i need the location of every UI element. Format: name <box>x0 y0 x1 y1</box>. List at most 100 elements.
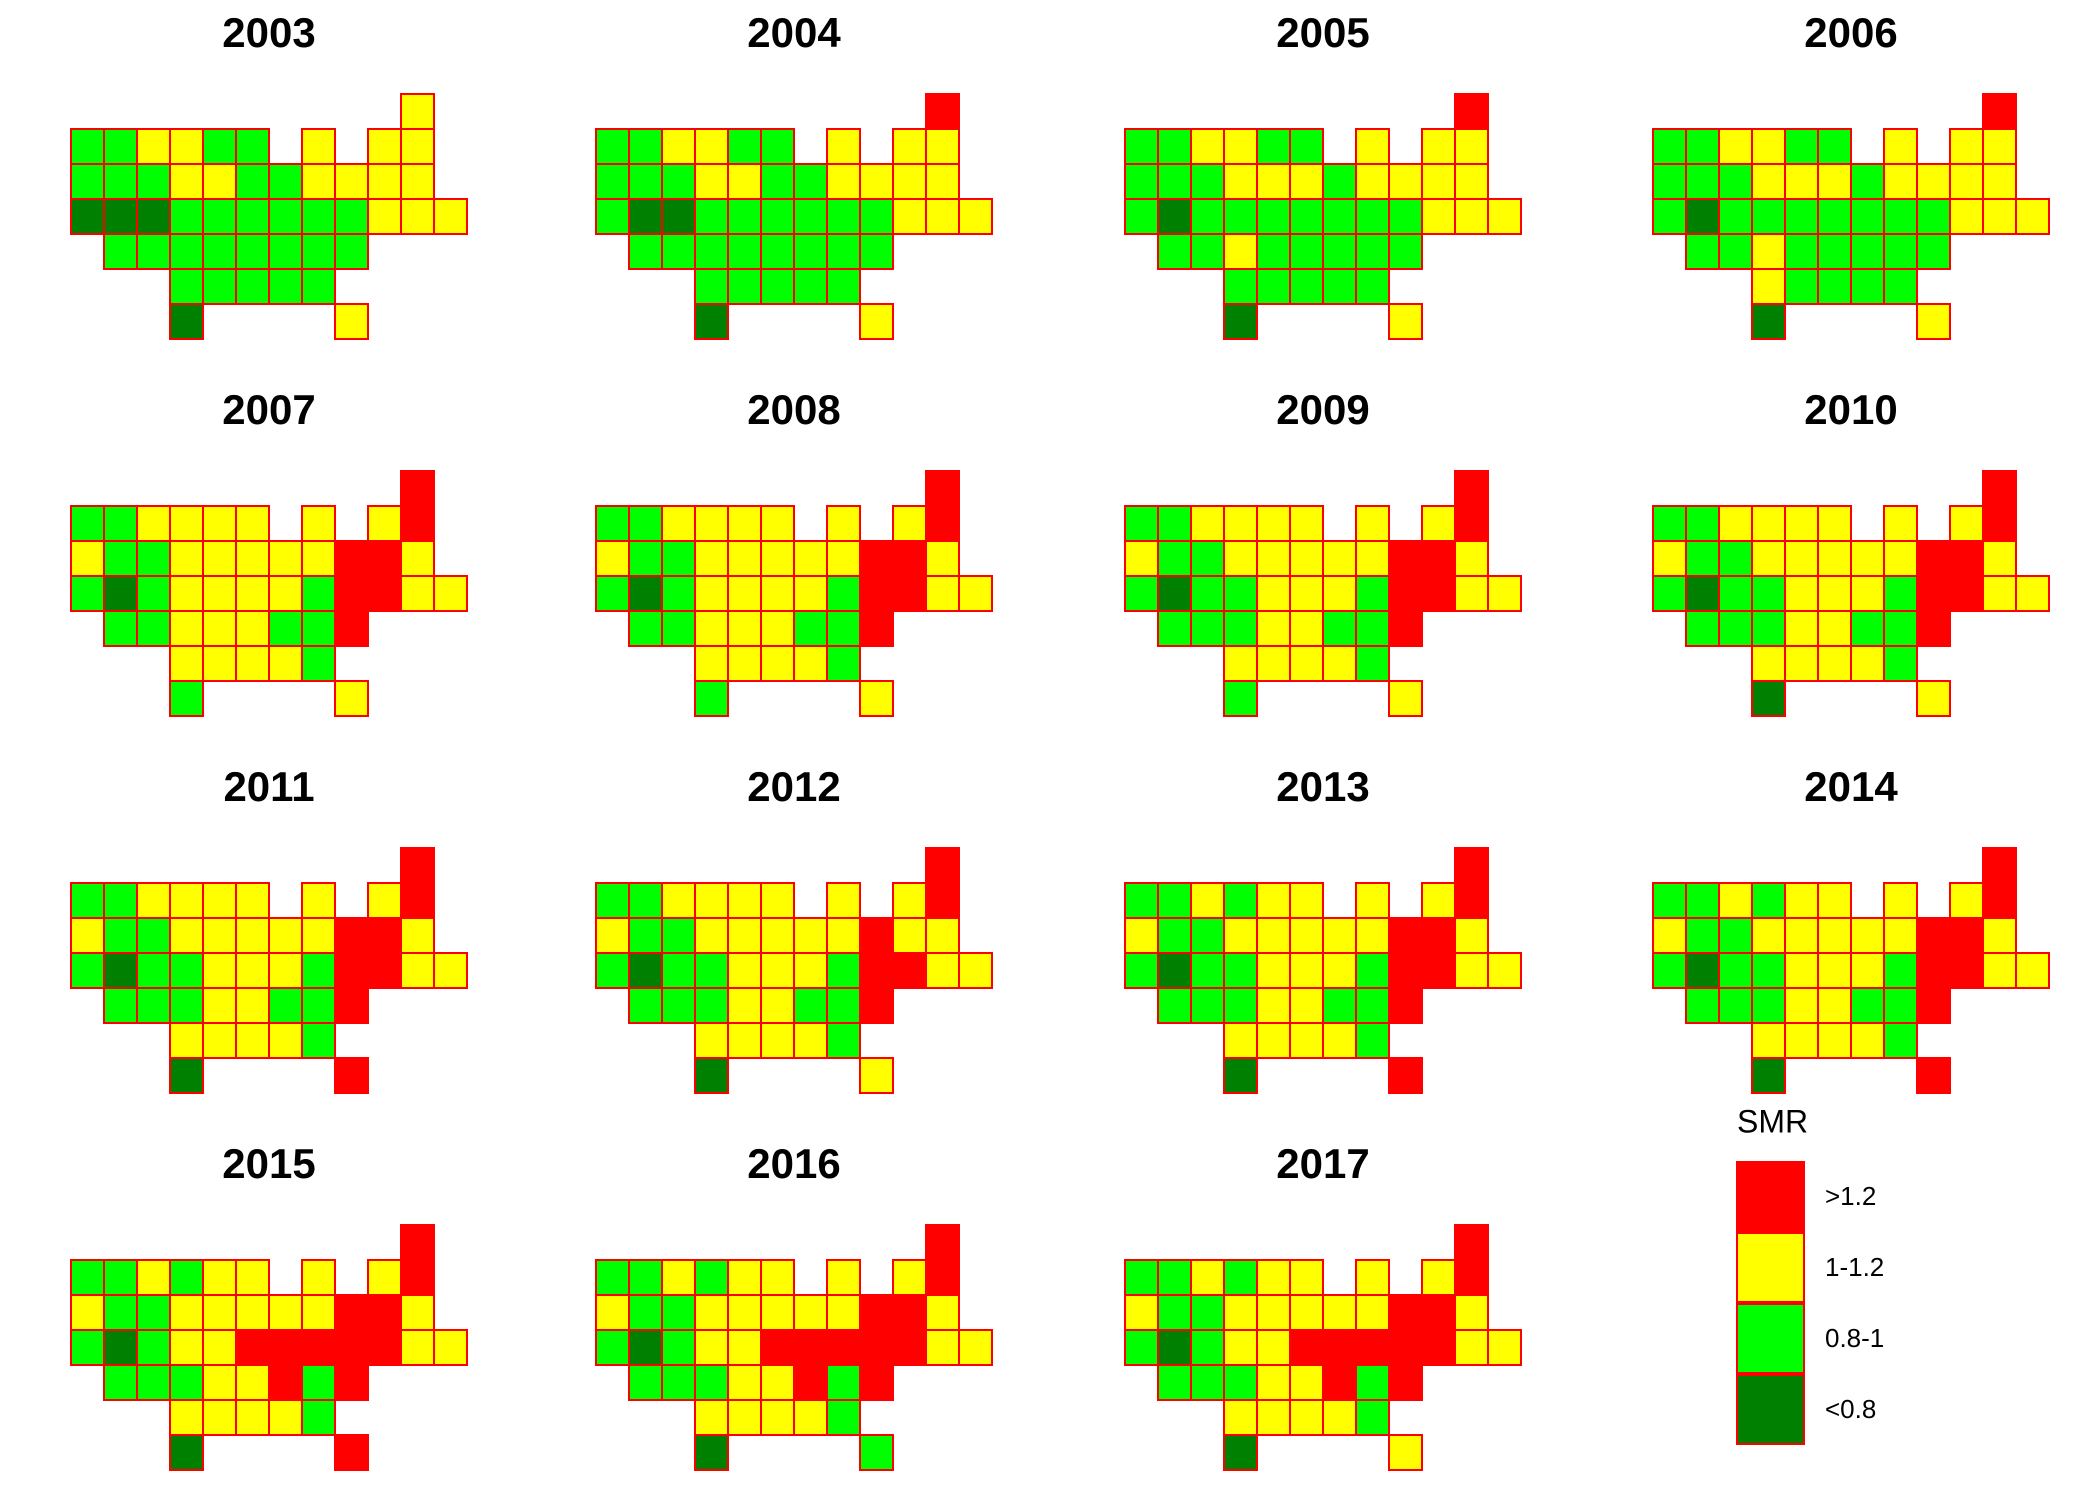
map <box>1652 847 2050 1094</box>
state <box>1718 128 1753 165</box>
state <box>1322 1294 1357 1331</box>
state <box>1355 882 1390 919</box>
state <box>400 1329 435 1366</box>
map <box>1652 93 2050 340</box>
state <box>433 575 468 612</box>
state <box>1289 882 1324 919</box>
state <box>694 987 729 1024</box>
state <box>268 610 303 647</box>
state <box>1916 952 1951 989</box>
state <box>1454 163 1489 200</box>
state <box>1421 128 1456 165</box>
state <box>1784 987 1819 1024</box>
state <box>1949 128 1984 165</box>
state <box>727 1329 762 1366</box>
state <box>334 1434 369 1471</box>
state <box>826 1294 861 1331</box>
state <box>169 1057 204 1094</box>
state <box>70 128 105 165</box>
state <box>958 198 993 235</box>
state <box>1388 303 1423 340</box>
state <box>1751 198 1786 235</box>
state <box>925 1294 960 1331</box>
state <box>925 128 960 165</box>
state <box>727 198 762 235</box>
state <box>1223 540 1258 577</box>
state <box>235 952 270 989</box>
state <box>826 1329 861 1366</box>
map <box>595 847 993 1094</box>
state <box>859 917 894 954</box>
state <box>859 952 894 989</box>
state <box>103 1294 138 1331</box>
state <box>103 952 138 989</box>
state <box>1355 505 1390 542</box>
state <box>1256 163 1291 200</box>
state <box>661 917 696 954</box>
state <box>433 1329 468 1366</box>
state <box>727 1259 762 1296</box>
state <box>1124 198 1159 235</box>
state <box>1322 198 1357 235</box>
state <box>235 540 270 577</box>
state <box>1784 505 1819 542</box>
map <box>70 470 468 717</box>
state <box>334 303 369 340</box>
state <box>1685 233 1720 270</box>
state <box>1157 128 1192 165</box>
state <box>400 952 435 989</box>
state <box>760 1294 795 1331</box>
state <box>694 505 729 542</box>
state <box>1388 163 1423 200</box>
state <box>1421 540 1456 577</box>
state <box>1751 233 1786 270</box>
state <box>1751 575 1786 612</box>
state <box>628 987 663 1024</box>
state <box>1916 198 1951 235</box>
state <box>793 540 828 577</box>
state <box>694 303 729 340</box>
state <box>727 505 762 542</box>
state <box>1949 505 1984 542</box>
state <box>1322 268 1357 305</box>
state <box>1883 917 1918 954</box>
state <box>1190 163 1225 200</box>
state <box>925 952 960 989</box>
state <box>628 610 663 647</box>
state <box>1355 198 1390 235</box>
map <box>1124 847 1522 1094</box>
state <box>1916 917 1951 954</box>
state <box>1322 645 1357 682</box>
state <box>1751 1057 1786 1094</box>
state <box>1256 882 1291 919</box>
state <box>760 128 795 165</box>
state <box>1487 1329 1522 1366</box>
state <box>859 1057 894 1094</box>
state <box>925 1329 960 1366</box>
state <box>1784 610 1819 647</box>
state <box>2015 952 2050 989</box>
state <box>400 470 435 507</box>
state <box>1883 952 1918 989</box>
state <box>1751 1022 1786 1059</box>
state <box>727 268 762 305</box>
state <box>1883 1022 1918 1059</box>
state <box>1223 1399 1258 1436</box>
state <box>628 917 663 954</box>
state <box>760 952 795 989</box>
state <box>595 163 630 200</box>
state <box>1817 575 1852 612</box>
state <box>169 680 204 717</box>
state <box>1223 952 1258 989</box>
state <box>136 952 171 989</box>
state <box>925 575 960 612</box>
state <box>301 1294 336 1331</box>
state <box>301 987 336 1024</box>
state <box>859 680 894 717</box>
state <box>892 505 927 542</box>
state <box>400 1224 435 1261</box>
state <box>760 268 795 305</box>
state <box>1322 540 1357 577</box>
legend-swatch <box>1736 1232 1805 1303</box>
state <box>169 1399 204 1436</box>
